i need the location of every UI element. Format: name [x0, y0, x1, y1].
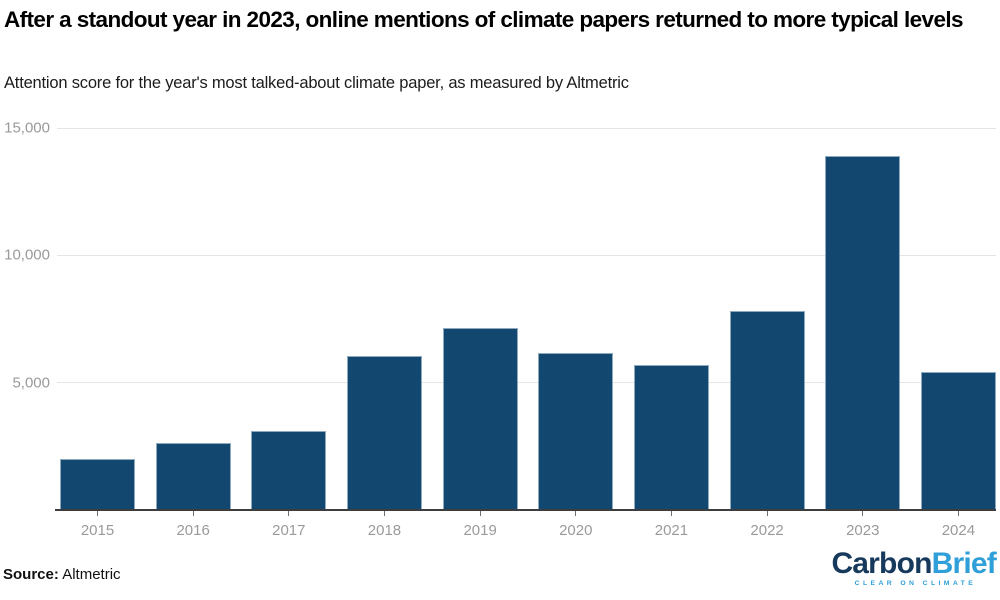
bar-2018[interactable] [346, 356, 422, 510]
x-tick-label-2015: 2015 [80, 522, 115, 539]
x-axis-line [55, 509, 996, 511]
x-axis-ticks: 2015 2016 2017 2018 2019 2020 2021 2022 2023 2024 [60, 511, 996, 539]
logo-tagline: CLEAR ON CLIMATE [854, 580, 977, 587]
x-tick-slot-2021: 2021 [634, 511, 709, 539]
x-tick-mark [192, 511, 194, 516]
bar-2023[interactable] [825, 156, 901, 510]
carbonbrief-logo: CarbonBrief CLEAR ON CLIMATE [831, 549, 996, 588]
x-tick-label-2018: 2018 [367, 522, 402, 539]
bar-2024[interactable] [920, 372, 996, 510]
x-tick-label-2024: 2024 [941, 522, 976, 539]
bar-2015[interactable] [60, 459, 135, 510]
x-tick-slot-2017: 2017 [251, 511, 326, 539]
x-tick-label-2023: 2023 [846, 522, 880, 539]
chart-title: After a standout year in 2023, online me… [4, 7, 964, 32]
x-tick-slot-2024: 2024 [921, 511, 996, 539]
bar-2020[interactable] [538, 353, 614, 510]
x-tick-slot-2020: 2020 [538, 511, 613, 539]
x-tick-label-2017: 2017 [272, 522, 306, 539]
x-tick-label-2020: 2020 [559, 522, 593, 539]
x-tick-mark [957, 511, 959, 516]
bar-2021[interactable] [633, 365, 709, 510]
y-tick-label-10,000: 10,000 [4, 246, 50, 264]
x-tick-mark [862, 511, 864, 516]
gridline-15,000 [57, 127, 996, 129]
x-tick-slot-2015: 2015 [60, 511, 135, 539]
source-note: Source: Altmetric [3, 566, 121, 583]
x-tick-mark [766, 511, 768, 516]
chart-subtitle: Attention score for the year's most talk… [4, 74, 629, 92]
x-tick-slot-2016: 2016 [156, 511, 231, 539]
source-value: Altmetric [62, 566, 121, 583]
bar-2017[interactable] [251, 431, 327, 510]
x-tick-label-2016: 2016 [176, 522, 210, 539]
source-label: Source: [3, 566, 59, 583]
x-tick-slot-2019: 2019 [443, 511, 518, 539]
x-tick-mark [670, 511, 672, 516]
y-tick-label-5,000: 5,000 [12, 374, 50, 392]
bar-series [60, 128, 996, 510]
logo-brief-text: Brief [931, 547, 997, 580]
gridline-5,000 [57, 382, 996, 384]
x-tick-mark [97, 511, 98, 516]
x-tick-mark [479, 511, 481, 516]
x-tick-label-2022: 2022 [750, 522, 784, 539]
bar-2019[interactable] [442, 328, 518, 510]
x-tick-mark [575, 511, 577, 516]
bar-2022[interactable] [729, 311, 805, 510]
gridline-10,000 [57, 254, 996, 256]
x-tick-slot-2022: 2022 [730, 511, 805, 539]
x-tick-label-2019: 2019 [463, 522, 497, 539]
x-tick-slot-2018: 2018 [347, 511, 422, 539]
bar-2016[interactable] [155, 443, 231, 510]
x-tick-slot-2023: 2023 [825, 511, 900, 539]
y-tick-label-15,000: 15,000 [4, 119, 50, 137]
x-tick-mark [383, 511, 385, 516]
logo-carbon-text: Carbon [831, 547, 932, 580]
carbonbrief-logo-wordmark: CarbonBrief [831, 549, 996, 579]
x-tick-label-2021: 2021 [654, 522, 689, 539]
x-tick-mark [288, 511, 290, 516]
